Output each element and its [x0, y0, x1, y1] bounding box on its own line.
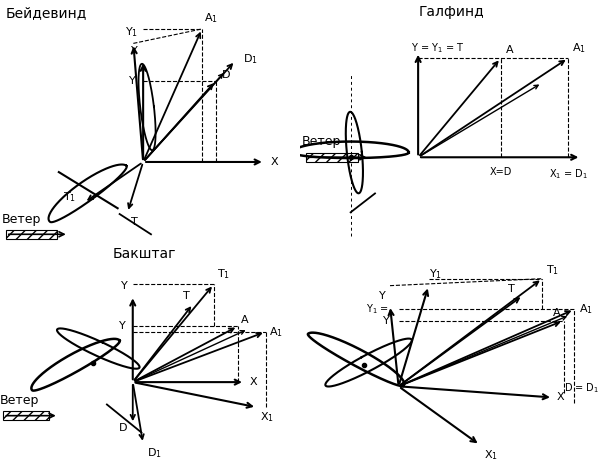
Text: Ветер: Ветер — [302, 135, 341, 148]
Text: X$_1$: X$_1$ — [484, 448, 498, 462]
Text: X: X — [250, 377, 257, 387]
Bar — [6, 230, 58, 239]
Text: Y$_1$ =: Y$_1$ = — [366, 302, 390, 316]
Text: A$_1$: A$_1$ — [204, 11, 218, 25]
Text: A: A — [506, 45, 514, 55]
Text: Y = Y$_1$ = T: Y = Y$_1$ = T — [410, 41, 464, 55]
Text: T: T — [131, 217, 138, 227]
Text: T: T — [508, 284, 514, 294]
Text: Y$_1$: Y$_1$ — [428, 267, 442, 281]
Text: Бейдевинд: Бейдевинд — [6, 6, 87, 20]
Text: Бакштаг: Бакштаг — [113, 247, 176, 260]
Text: D: D — [221, 69, 230, 80]
Text: X$_1$ = D$_1$: X$_1$ = D$_1$ — [548, 167, 587, 180]
Text: Ветер: Ветер — [2, 212, 41, 226]
Text: Y: Y — [128, 76, 135, 86]
Bar — [4, 411, 49, 420]
Text: T$_1$: T$_1$ — [64, 190, 76, 204]
Text: Y$_1$: Y$_1$ — [125, 25, 138, 39]
Text: Галфинд: Галфинд — [418, 5, 484, 19]
Text: T$_1$: T$_1$ — [217, 267, 230, 281]
Text: D$_1$: D$_1$ — [243, 52, 258, 66]
Text: A$_1$: A$_1$ — [269, 325, 283, 339]
Text: T$_1$: T$_1$ — [547, 263, 560, 277]
Text: D: D — [119, 423, 128, 432]
Text: A$_1$: A$_1$ — [572, 41, 586, 55]
Text: A: A — [241, 315, 249, 325]
Text: Ветер: Ветер — [0, 394, 40, 407]
Text: Y: Y — [121, 281, 128, 291]
Text: Y: Y — [383, 315, 390, 326]
Text: Y: Y — [379, 291, 386, 301]
Text: A: A — [553, 308, 560, 318]
Text: D = D$_1$: D = D$_1$ — [563, 381, 599, 395]
Text: X=D: X=D — [490, 167, 512, 177]
Text: T: T — [183, 291, 190, 301]
Text: X: X — [557, 392, 565, 403]
Text: D$_1$: D$_1$ — [146, 446, 161, 460]
Text: Y: Y — [119, 321, 126, 331]
Text: A$_1$: A$_1$ — [578, 302, 593, 316]
Bar — [305, 152, 358, 162]
Text: X$_1$: X$_1$ — [260, 410, 274, 424]
Text: Y: Y — [131, 47, 137, 56]
Text: X: X — [271, 157, 278, 167]
